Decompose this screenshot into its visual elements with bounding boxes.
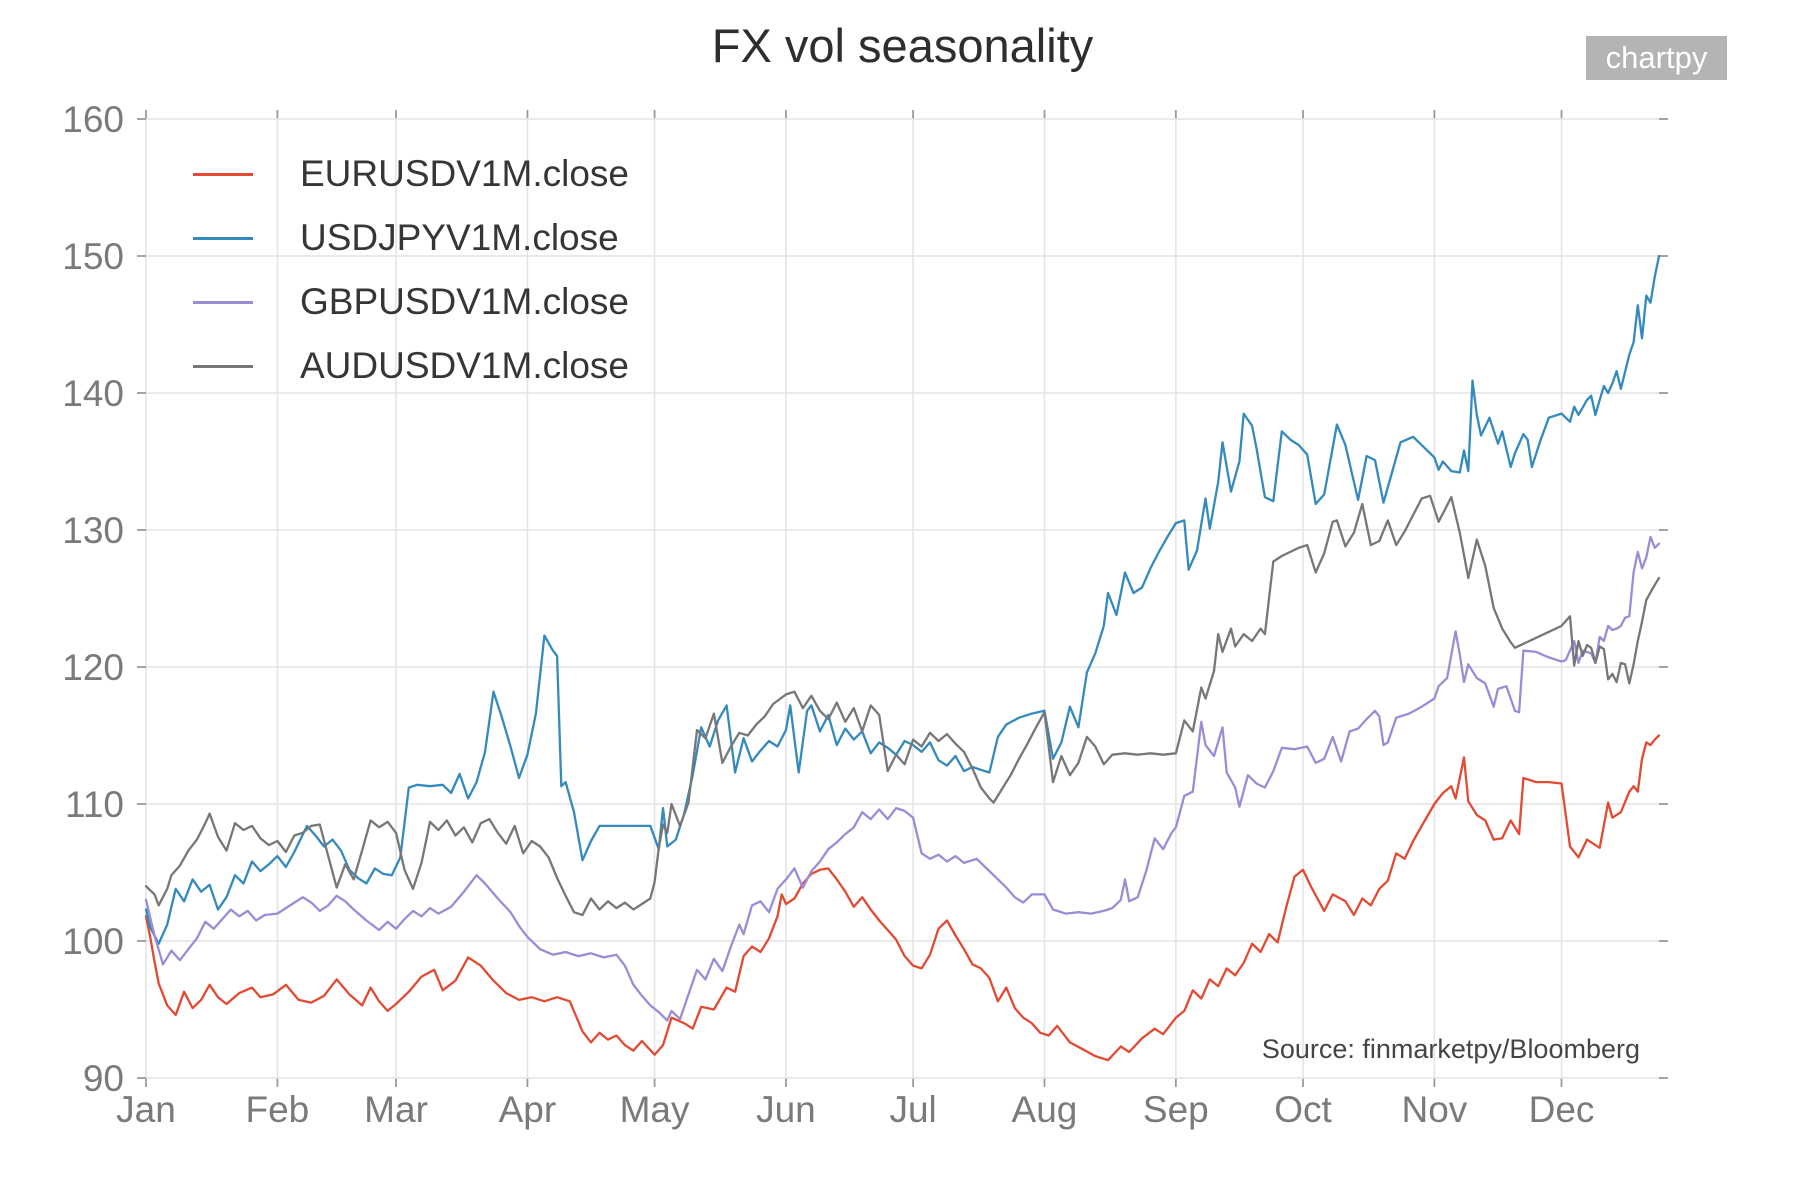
x-tick-label: Sep <box>1143 1089 1209 1130</box>
x-tick-label: Oct <box>1274 1089 1332 1130</box>
x-tick-label: Dec <box>1529 1089 1595 1130</box>
chartpy-watermark: chartpy <box>1586 36 1727 80</box>
legend-swatch-usdjpyv1m <box>193 236 253 240</box>
x-tick-label: Apr <box>499 1089 557 1130</box>
legend-swatch-gbpusdv1m <box>193 300 253 304</box>
series-line-EURUSDV1M.close <box>144 734 1661 1062</box>
series-line-AUDUSDV1M.close <box>144 494 1661 917</box>
y-tick-label: 120 <box>62 647 124 688</box>
series-line-USDJPYV1M.close <box>144 254 1661 945</box>
source-note: Source: finmarketpy/Bloomberg <box>1261 1034 1640 1064</box>
x-tick-label: Mar <box>364 1089 428 1130</box>
y-tick-label: 150 <box>62 236 124 277</box>
x-tick-label: Aug <box>1012 1089 1078 1130</box>
chart-title: FX vol seasonality <box>711 19 1094 72</box>
legend-item-audusdv1m: AUDUSDV1M.close <box>193 334 629 398</box>
legend-label-usdjpyv1m: USDJPYV1M.close <box>300 217 619 258</box>
y-tick-label: 140 <box>62 373 124 414</box>
legend-swatch-eurusdv1m <box>193 172 253 176</box>
x-tick-label: Jan <box>116 1089 176 1130</box>
legend-item-gbpusdv1m: GBPUSDV1M.close <box>193 270 629 334</box>
legend-label-audusdv1m: AUDUSDV1M.close <box>300 345 629 386</box>
legend: EURUSDV1M.close USDJPYV1M.close GBPUSDV1… <box>193 142 629 398</box>
legend-item-eurusdv1m: EURUSDV1M.close <box>193 142 629 206</box>
x-tick-label: May <box>620 1089 690 1130</box>
y-tick-label: 130 <box>62 510 124 551</box>
y-tick-label: 160 <box>62 99 124 140</box>
series-line-GBPUSDV1M.close <box>144 535 1661 1022</box>
x-tick-label: Nov <box>1401 1089 1467 1130</box>
legend-swatch-audusdv1m <box>193 364 253 368</box>
x-tick-label: Jul <box>889 1089 936 1130</box>
legend-label-gbpusdv1m: GBPUSDV1M.close <box>300 281 629 322</box>
legend-item-usdjpyv1m: USDJPYV1M.close <box>193 206 629 270</box>
x-tick-label: Jun <box>756 1089 816 1130</box>
x-tick-label: Feb <box>245 1089 309 1130</box>
y-tick-label: 90 <box>83 1058 124 1099</box>
legend-label-eurusdv1m: EURUSDV1M.close <box>300 153 629 194</box>
y-tick-label: 100 <box>62 921 124 962</box>
y-tick-label: 110 <box>65 784 124 825</box>
